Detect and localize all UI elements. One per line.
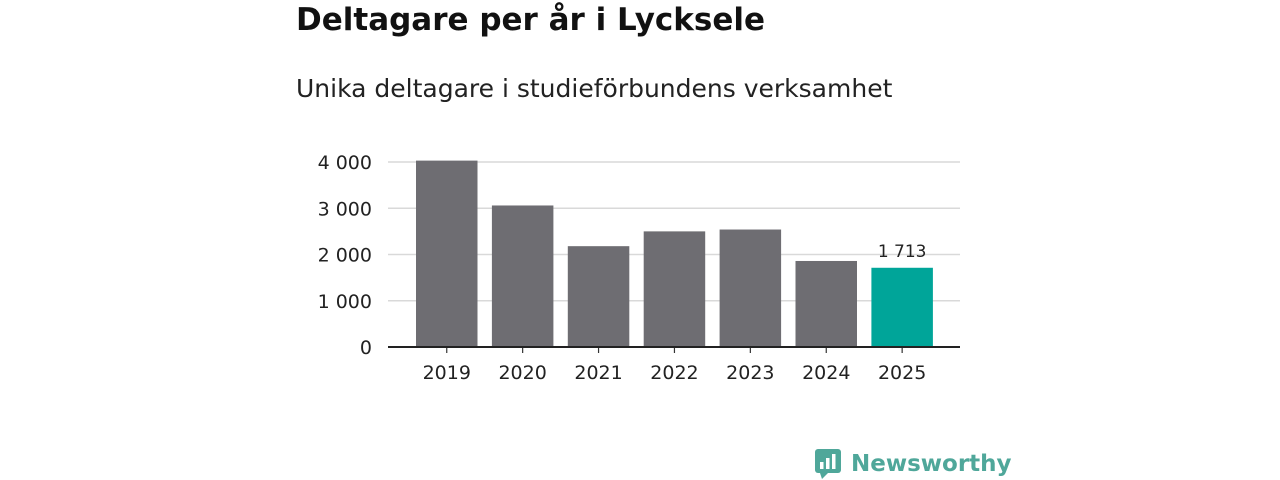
y-tick-label: 2 000 <box>318 245 372 267</box>
labels: 0 1 000 2 000 3 000 4 000 2019 2020 2021 2022 202… <box>318 152 927 384</box>
axes <box>388 346 960 353</box>
newsworthy-brand: Newsworthy <box>814 446 1012 480</box>
brand-name: Newsworthy <box>851 451 1012 477</box>
y-tick-label: 3 000 <box>318 198 372 220</box>
y-tick-label: 1 000 <box>318 291 372 313</box>
bar-2024 <box>795 260 857 347</box>
x-tick-label: 2020 <box>498 362 546 384</box>
data-label: 1 713 <box>878 242 927 262</box>
x-tick-label: 2022 <box>650 362 698 384</box>
chart-title: Deltagare per år i Lycksele <box>296 2 766 38</box>
x-tick-label: 2019 <box>423 362 471 384</box>
bars <box>416 160 933 347</box>
chart-subtitle: Unika deltagare i studieförbundens verks… <box>296 74 893 103</box>
x-tick-label: 2021 <box>574 362 622 384</box>
bar-2021 <box>567 246 630 347</box>
y-tick-label: 4 000 <box>318 152 372 174</box>
bar-2025 <box>871 267 933 347</box>
bar-chart: 0 1 000 2 000 3 000 4 000 2019 2020 2021 2022 202… <box>318 152 960 384</box>
bar-2020 <box>491 205 554 347</box>
newsworthy-logo-icon <box>815 449 841 479</box>
bar-2019 <box>416 160 478 347</box>
y-tick-label: 0 <box>360 337 372 359</box>
x-tick-label: 2025 <box>878 362 926 384</box>
bar-2022 <box>643 231 706 347</box>
x-tick-label: 2024 <box>802 362 850 384</box>
bar-2023 <box>719 229 782 347</box>
x-tick-label: 2023 <box>726 362 774 384</box>
